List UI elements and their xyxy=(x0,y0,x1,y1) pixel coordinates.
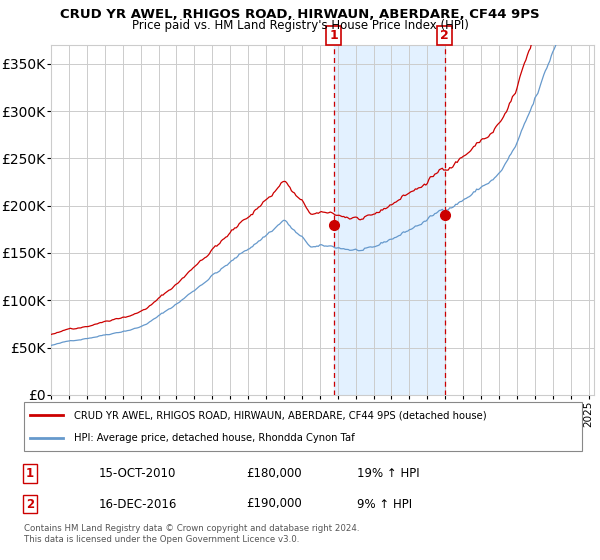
Text: Contains HM Land Registry data © Crown copyright and database right 2024.: Contains HM Land Registry data © Crown c… xyxy=(24,524,359,533)
Text: 1: 1 xyxy=(329,29,338,42)
Text: CRUD YR AWEL, RHIGOS ROAD, HIRWAUN, ABERDARE, CF44 9PS (detached house): CRUD YR AWEL, RHIGOS ROAD, HIRWAUN, ABER… xyxy=(74,410,487,421)
Text: CRUD YR AWEL, RHIGOS ROAD, HIRWAUN, ABERDARE, CF44 9PS: CRUD YR AWEL, RHIGOS ROAD, HIRWAUN, ABER… xyxy=(60,8,540,21)
Text: 9% ↑ HPI: 9% ↑ HPI xyxy=(357,497,412,511)
Text: 2: 2 xyxy=(26,497,34,511)
Text: This data is licensed under the Open Government Licence v3.0.: This data is licensed under the Open Gov… xyxy=(24,535,299,544)
Text: 1: 1 xyxy=(26,466,34,480)
Text: 15-OCT-2010: 15-OCT-2010 xyxy=(99,466,176,480)
Text: 19% ↑ HPI: 19% ↑ HPI xyxy=(357,466,419,480)
Text: 2: 2 xyxy=(440,29,449,42)
Bar xyxy=(334,45,445,395)
Text: Price paid vs. HM Land Registry's House Price Index (HPI): Price paid vs. HM Land Registry's House … xyxy=(131,19,469,32)
Text: £180,000: £180,000 xyxy=(246,466,302,480)
FancyBboxPatch shape xyxy=(24,402,582,451)
Text: HPI: Average price, detached house, Rhondda Cynon Taf: HPI: Average price, detached house, Rhon… xyxy=(74,433,355,444)
Text: £190,000: £190,000 xyxy=(246,497,302,511)
Text: 16-DEC-2016: 16-DEC-2016 xyxy=(99,497,178,511)
